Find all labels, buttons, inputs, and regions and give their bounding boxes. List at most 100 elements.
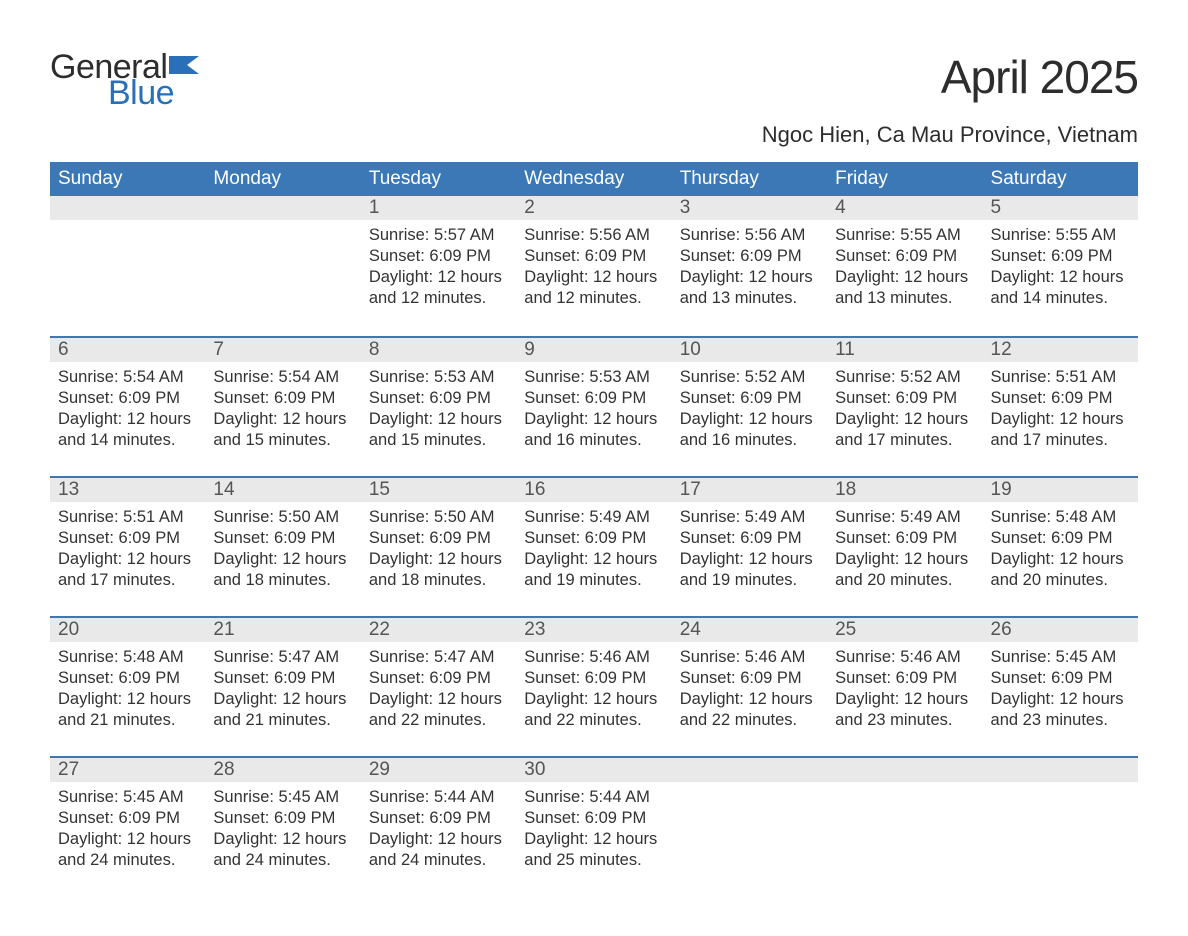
day-details: Sunrise: 5:48 AMSunset: 6:09 PMDaylight:… (983, 502, 1138, 609)
calendar-week: 6Sunrise: 5:54 AMSunset: 6:09 PMDaylight… (50, 336, 1138, 476)
sunrise-text: Sunrise: 5:56 AM (680, 225, 821, 246)
sunrise-text: Sunrise: 5:50 AM (213, 507, 354, 528)
day-details: Sunrise: 5:52 AMSunset: 6:09 PMDaylight:… (827, 362, 982, 469)
brand-logo: General Blue (50, 50, 199, 110)
dow-saturday: Saturday (983, 162, 1138, 196)
dow-wednesday: Wednesday (516, 162, 671, 196)
calendar-page: General Blue April 2025 Ngoc Hien, Ca Ma… (0, 0, 1188, 936)
calendar-day: 10Sunrise: 5:52 AMSunset: 6:09 PMDayligh… (672, 338, 827, 476)
day-details: Sunrise: 5:54 AMSunset: 6:09 PMDaylight:… (205, 362, 360, 469)
calendar-day: 22Sunrise: 5:47 AMSunset: 6:09 PMDayligh… (361, 618, 516, 756)
day-details: Sunrise: 5:56 AMSunset: 6:09 PMDaylight:… (672, 220, 827, 327)
day-number (672, 758, 827, 782)
sunrise-text: Sunrise: 5:52 AM (835, 367, 976, 388)
calendar-grid: Sunday Monday Tuesday Wednesday Thursday… (50, 162, 1138, 896)
daylight-text: Daylight: 12 hours and 23 minutes. (991, 689, 1132, 731)
day-details: Sunrise: 5:53 AMSunset: 6:09 PMDaylight:… (361, 362, 516, 469)
day-details: Sunrise: 5:51 AMSunset: 6:09 PMDaylight:… (50, 502, 205, 609)
sunrise-text: Sunrise: 5:55 AM (835, 225, 976, 246)
day-number (50, 196, 205, 220)
daylight-text: Daylight: 12 hours and 24 minutes. (58, 829, 199, 871)
daylight-text: Daylight: 12 hours and 13 minutes. (835, 267, 976, 309)
day-number: 28 (205, 758, 360, 782)
daylight-text: Daylight: 12 hours and 15 minutes. (213, 409, 354, 451)
day-details: Sunrise: 5:55 AMSunset: 6:09 PMDaylight:… (983, 220, 1138, 327)
day-details: Sunrise: 5:45 AMSunset: 6:09 PMDaylight:… (205, 782, 360, 889)
daylight-text: Daylight: 12 hours and 18 minutes. (213, 549, 354, 591)
sunset-text: Sunset: 6:09 PM (680, 246, 821, 267)
sunrise-text: Sunrise: 5:50 AM (369, 507, 510, 528)
day-details: Sunrise: 5:45 AMSunset: 6:09 PMDaylight:… (983, 642, 1138, 749)
sunrise-text: Sunrise: 5:46 AM (835, 647, 976, 668)
sunset-text: Sunset: 6:09 PM (58, 668, 199, 689)
daylight-text: Daylight: 12 hours and 17 minutes. (58, 549, 199, 591)
calendar-day: 17Sunrise: 5:49 AMSunset: 6:09 PMDayligh… (672, 478, 827, 616)
day-number: 18 (827, 478, 982, 502)
calendar-day: 16Sunrise: 5:49 AMSunset: 6:09 PMDayligh… (516, 478, 671, 616)
sunrise-text: Sunrise: 5:53 AM (524, 367, 665, 388)
calendar-week: 13Sunrise: 5:51 AMSunset: 6:09 PMDayligh… (50, 476, 1138, 616)
sunset-text: Sunset: 6:09 PM (58, 528, 199, 549)
daylight-text: Daylight: 12 hours and 15 minutes. (369, 409, 510, 451)
calendar-day: 4Sunrise: 5:55 AMSunset: 6:09 PMDaylight… (827, 196, 982, 336)
calendar-day: 15Sunrise: 5:50 AMSunset: 6:09 PMDayligh… (361, 478, 516, 616)
sunset-text: Sunset: 6:09 PM (369, 808, 510, 829)
sunrise-text: Sunrise: 5:45 AM (213, 787, 354, 808)
sunset-text: Sunset: 6:09 PM (991, 668, 1132, 689)
sunset-text: Sunset: 6:09 PM (213, 528, 354, 549)
title-block: April 2025 Ngoc Hien, Ca Mau Province, V… (762, 50, 1138, 148)
page-title: April 2025 (762, 50, 1138, 104)
day-number: 9 (516, 338, 671, 362)
brand-word-2: Blue (108, 76, 199, 110)
daylight-text: Daylight: 12 hours and 14 minutes. (991, 267, 1132, 309)
sunset-text: Sunset: 6:09 PM (991, 528, 1132, 549)
sunrise-text: Sunrise: 5:47 AM (213, 647, 354, 668)
calendar-day: 13Sunrise: 5:51 AMSunset: 6:09 PMDayligh… (50, 478, 205, 616)
calendar-day: 19Sunrise: 5:48 AMSunset: 6:09 PMDayligh… (983, 478, 1138, 616)
day-number: 27 (50, 758, 205, 782)
sunset-text: Sunset: 6:09 PM (680, 668, 821, 689)
calendar-week: 1Sunrise: 5:57 AMSunset: 6:09 PMDaylight… (50, 196, 1138, 336)
calendar-day (827, 758, 982, 896)
calendar-day: 5Sunrise: 5:55 AMSunset: 6:09 PMDaylight… (983, 196, 1138, 336)
sunset-text: Sunset: 6:09 PM (680, 528, 821, 549)
calendar-day: 6Sunrise: 5:54 AMSunset: 6:09 PMDaylight… (50, 338, 205, 476)
sunrise-text: Sunrise: 5:44 AM (524, 787, 665, 808)
sunrise-text: Sunrise: 5:44 AM (369, 787, 510, 808)
day-details: Sunrise: 5:47 AMSunset: 6:09 PMDaylight:… (205, 642, 360, 749)
day-details: Sunrise: 5:48 AMSunset: 6:09 PMDaylight:… (50, 642, 205, 749)
calendar-day: 28Sunrise: 5:45 AMSunset: 6:09 PMDayligh… (205, 758, 360, 896)
day-number: 1 (361, 196, 516, 220)
sunrise-text: Sunrise: 5:53 AM (369, 367, 510, 388)
sunrise-text: Sunrise: 5:48 AM (58, 647, 199, 668)
sunset-text: Sunset: 6:09 PM (991, 388, 1132, 409)
sunrise-text: Sunrise: 5:57 AM (369, 225, 510, 246)
day-number: 12 (983, 338, 1138, 362)
daylight-text: Daylight: 12 hours and 20 minutes. (991, 549, 1132, 591)
day-details: Sunrise: 5:52 AMSunset: 6:09 PMDaylight:… (672, 362, 827, 469)
calendar-day: 27Sunrise: 5:45 AMSunset: 6:09 PMDayligh… (50, 758, 205, 896)
daylight-text: Daylight: 12 hours and 16 minutes. (680, 409, 821, 451)
daylight-text: Daylight: 12 hours and 12 minutes. (524, 267, 665, 309)
sunset-text: Sunset: 6:09 PM (524, 528, 665, 549)
calendar-day: 2Sunrise: 5:56 AMSunset: 6:09 PMDaylight… (516, 196, 671, 336)
daylight-text: Daylight: 12 hours and 25 minutes. (524, 829, 665, 871)
calendar-day (983, 758, 1138, 896)
day-details: Sunrise: 5:49 AMSunset: 6:09 PMDaylight:… (827, 502, 982, 609)
day-number: 11 (827, 338, 982, 362)
daylight-text: Daylight: 12 hours and 19 minutes. (524, 549, 665, 591)
sunset-text: Sunset: 6:09 PM (524, 668, 665, 689)
sunrise-text: Sunrise: 5:54 AM (58, 367, 199, 388)
day-number (827, 758, 982, 782)
day-details: Sunrise: 5:50 AMSunset: 6:09 PMDaylight:… (361, 502, 516, 609)
sunrise-text: Sunrise: 5:47 AM (369, 647, 510, 668)
daylight-text: Daylight: 12 hours and 23 minutes. (835, 689, 976, 731)
calendar-day: 30Sunrise: 5:44 AMSunset: 6:09 PMDayligh… (516, 758, 671, 896)
calendar-day: 25Sunrise: 5:46 AMSunset: 6:09 PMDayligh… (827, 618, 982, 756)
daylight-text: Daylight: 12 hours and 16 minutes. (524, 409, 665, 451)
daylight-text: Daylight: 12 hours and 13 minutes. (680, 267, 821, 309)
dow-monday: Monday (205, 162, 360, 196)
sunrise-text: Sunrise: 5:46 AM (524, 647, 665, 668)
sunset-text: Sunset: 6:09 PM (213, 808, 354, 829)
daylight-text: Daylight: 12 hours and 20 minutes. (835, 549, 976, 591)
